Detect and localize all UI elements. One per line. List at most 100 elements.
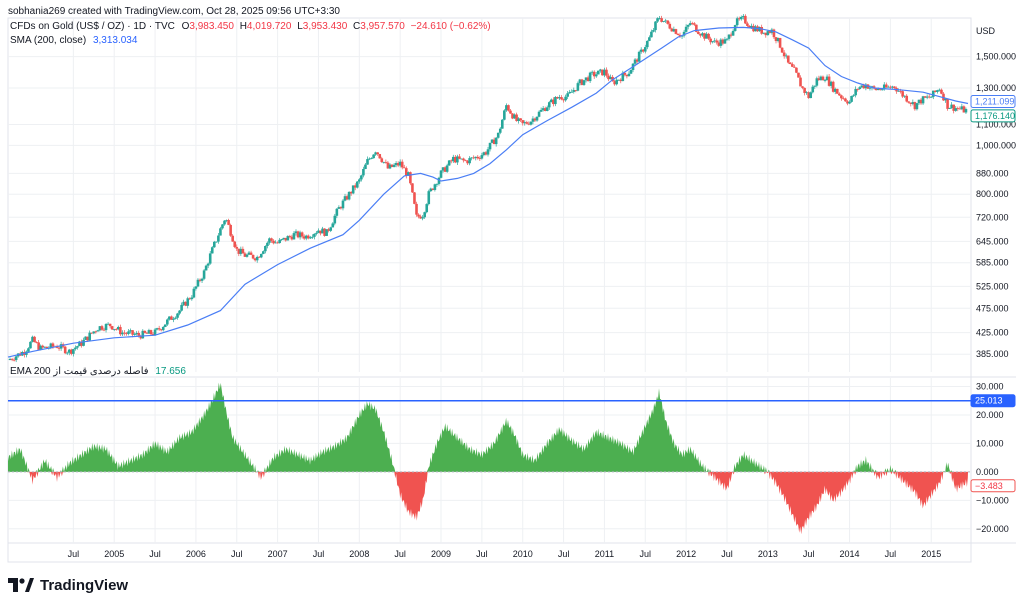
candle-body	[619, 79, 623, 82]
candle-body	[650, 31, 653, 38]
candle-body	[566, 93, 569, 97]
candle-body	[521, 120, 525, 124]
candle-body	[940, 89, 943, 94]
low-value: 3,953.430	[302, 21, 348, 32]
candle-body	[746, 23, 749, 26]
candle-body	[541, 108, 545, 110]
candle-body	[225, 220, 228, 221]
candle-body	[411, 183, 414, 193]
candle-body	[212, 241, 216, 248]
candle-body	[901, 91, 904, 97]
candle-body	[748, 25, 751, 28]
candle-body	[617, 79, 621, 81]
candle-body	[86, 336, 89, 341]
candle-body	[129, 330, 132, 332]
time-tick-label: 2014	[840, 549, 860, 559]
oscillator-legend-value: 17.656	[155, 366, 186, 377]
candle-body	[964, 109, 968, 113]
candle-body	[582, 80, 586, 85]
candle-body	[674, 29, 678, 34]
candle-body	[345, 196, 349, 200]
oscillator-axis-ticks[interactable]: 30.000 20.000 10.000 0.000 −10.000 −20.000	[976, 382, 1009, 534]
candle-body	[821, 76, 825, 81]
last-price-tag-box	[970, 109, 1016, 123]
candle-body	[262, 251, 265, 254]
candle-body	[778, 37, 782, 48]
candle-body	[274, 242, 277, 244]
main-legend[interactable]: CFDs on Gold (US$ / OZ) · 1D · TVC O3,98…	[10, 21, 491, 32]
candle-body	[206, 263, 210, 266]
candle-body	[35, 342, 38, 343]
candle-body	[364, 164, 367, 169]
candle-body	[603, 69, 606, 76]
candle-body	[768, 31, 772, 33]
candle-body	[725, 38, 729, 40]
candle-body	[337, 207, 341, 209]
candle-body	[37, 342, 40, 350]
oscillator-last-tag-box	[970, 479, 1016, 493]
candle-body	[439, 170, 443, 178]
candle-body	[306, 235, 310, 239]
candle-body	[907, 101, 911, 103]
candle-body	[801, 86, 804, 88]
candle-body	[478, 158, 482, 160]
oscillator-legend-name[interactable]: فاصله درصدی قیمت از EMA 200	[10, 366, 149, 377]
candle-body	[791, 64, 794, 67]
candle-body	[880, 89, 884, 91]
candle-body	[676, 33, 680, 35]
candle-body	[302, 236, 306, 239]
symbol-title[interactable]: CFDs on Gold (US$ / OZ) · 1D · TVC	[10, 21, 175, 32]
candle-body	[827, 76, 831, 86]
candle-body	[605, 69, 608, 76]
candle-body	[155, 328, 159, 330]
candle-body	[67, 349, 71, 353]
candle-body	[110, 326, 114, 330]
candle-body	[864, 84, 868, 89]
time-axis-ticks[interactable]: Jul 2005 Jul 2006 Jul 2007 Jul 2008 Jul 2009 Jul 20…	[68, 549, 942, 559]
candle-body	[596, 70, 600, 75]
candle-body	[525, 122, 529, 124]
candle-body	[233, 241, 237, 247]
candle-body	[580, 79, 584, 85]
candle-body	[909, 102, 913, 104]
tradingview-logo[interactable]: TradingView	[8, 576, 128, 594]
oscillator-legend[interactable]: فاصله درصدی قیمت از EMA 200 17.656	[10, 366, 186, 377]
candle-body	[10, 358, 14, 360]
price-tick-label: 525.000	[976, 281, 1009, 291]
candle-body	[633, 59, 637, 64]
change-value: −24.610 (−0.62%)	[410, 21, 491, 32]
candle-body	[889, 86, 892, 88]
candle-body	[899, 90, 902, 92]
candle-body	[308, 237, 312, 239]
candle-body	[184, 301, 188, 306]
level-line-tag-label: 25.013	[975, 396, 1003, 406]
candle-body	[57, 347, 61, 349]
candle-body	[221, 224, 224, 229]
candle-body	[956, 108, 960, 109]
time-tick-label: Jul	[721, 549, 733, 559]
time-tick-label: 2007	[268, 549, 288, 559]
candle-body	[552, 99, 555, 105]
candle-body	[511, 113, 514, 119]
sma-legend-name[interactable]: SMA (200, close)	[10, 35, 87, 46]
sma-legend[interactable]: SMA (200, close) 3,313.034	[10, 35, 137, 46]
candle-body	[711, 41, 714, 43]
candle-body	[639, 49, 643, 52]
oscillator-positive-area	[8, 382, 968, 472]
candle-body	[515, 114, 518, 122]
candle-body	[641, 49, 645, 52]
candle-body	[45, 346, 49, 348]
candle-body	[327, 229, 330, 231]
candle-body	[419, 216, 422, 219]
candle-body	[239, 248, 243, 254]
candle-body	[498, 128, 502, 133]
candle-body	[413, 192, 416, 204]
candle-body	[531, 118, 535, 122]
candle-body	[774, 37, 778, 42]
price-axis-ticks[interactable]: 1,500.000 1,300.000 1,100.000 1,000.000 880.…	[976, 52, 1016, 360]
candle-body	[112, 329, 116, 330]
candle-body	[449, 160, 453, 162]
candle-body	[470, 157, 473, 159]
candle-body	[813, 85, 817, 87]
candle-body	[349, 191, 353, 194]
